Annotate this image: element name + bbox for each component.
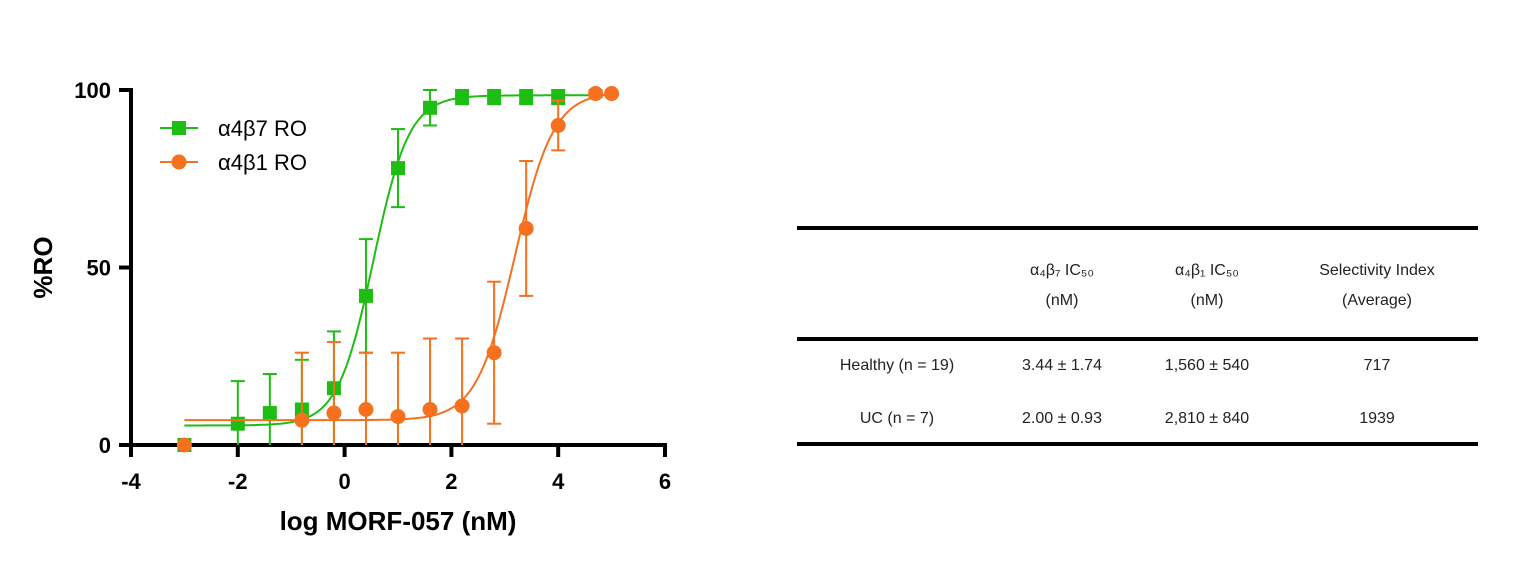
y-tick-label: 50 bbox=[87, 256, 111, 281]
data-point bbox=[358, 288, 373, 303]
table-bottom-rule bbox=[797, 442, 1478, 446]
cell: 717 bbox=[1363, 357, 1391, 374]
cell: 2,810 ± 840 bbox=[1164, 410, 1250, 427]
data-point bbox=[454, 398, 470, 414]
table-header-rule bbox=[797, 337, 1478, 341]
cell: 1939 bbox=[1359, 410, 1395, 427]
data-point bbox=[604, 86, 620, 102]
data-point bbox=[519, 90, 534, 105]
data-point bbox=[455, 90, 470, 105]
header-a4b7-ic50: α₄β₇ IC₅₀ (nM) bbox=[1029, 262, 1094, 309]
x-axis-label: log MORF-057 (nM) bbox=[280, 506, 517, 536]
data-point bbox=[518, 220, 534, 236]
legend-marker bbox=[172, 121, 186, 135]
legend-label: α4β1 RO bbox=[218, 150, 307, 175]
data-point bbox=[262, 406, 277, 421]
data-point bbox=[326, 405, 342, 421]
data-point bbox=[294, 412, 310, 428]
cell: 2.00 ± 0.93 bbox=[1022, 410, 1102, 427]
data-point bbox=[358, 402, 374, 417]
cell: 3.44 ± 1.74 bbox=[1022, 357, 1102, 374]
legend-marker bbox=[171, 154, 187, 170]
x-tick-label: -2 bbox=[228, 469, 248, 494]
legend-label: α4β7 RO bbox=[218, 116, 307, 141]
header-selectivity-index: Selectivity Index (Average) bbox=[1319, 262, 1435, 309]
data-point bbox=[176, 437, 192, 453]
x-tick-label: 4 bbox=[552, 469, 565, 494]
data-point bbox=[486, 345, 502, 361]
x-tick-label: 0 bbox=[338, 469, 350, 494]
row-label: Healthy (n = 19) bbox=[839, 357, 955, 374]
cell: 1,560 ± 540 bbox=[1164, 357, 1250, 374]
header-a4b1-ic50: α₄β₁ IC₅₀ (nM) bbox=[1175, 262, 1239, 309]
dose-response-chart: -4 -2 0 2 4 6 0 50 100 log MORF-057 (nM) %RO α4β7 R… bbox=[28, 78, 671, 536]
x-tick-label: 6 bbox=[659, 469, 671, 494]
y-axis-label: %RO bbox=[28, 236, 58, 298]
table-top-rule bbox=[797, 226, 1478, 230]
data-point bbox=[230, 416, 245, 431]
data-point bbox=[422, 402, 438, 417]
y-tick-label: 0 bbox=[99, 433, 111, 458]
data-point bbox=[588, 86, 604, 102]
data-point bbox=[390, 409, 406, 425]
data-point bbox=[423, 100, 438, 115]
y-tick-label: 100 bbox=[74, 78, 111, 103]
data-point bbox=[550, 118, 566, 133]
x-tick-label: -4 bbox=[121, 469, 141, 494]
row-label: UC (n = 7) bbox=[859, 410, 935, 427]
data-point bbox=[487, 90, 502, 105]
data-point bbox=[391, 161, 405, 176]
x-tick-label: 2 bbox=[445, 469, 457, 494]
